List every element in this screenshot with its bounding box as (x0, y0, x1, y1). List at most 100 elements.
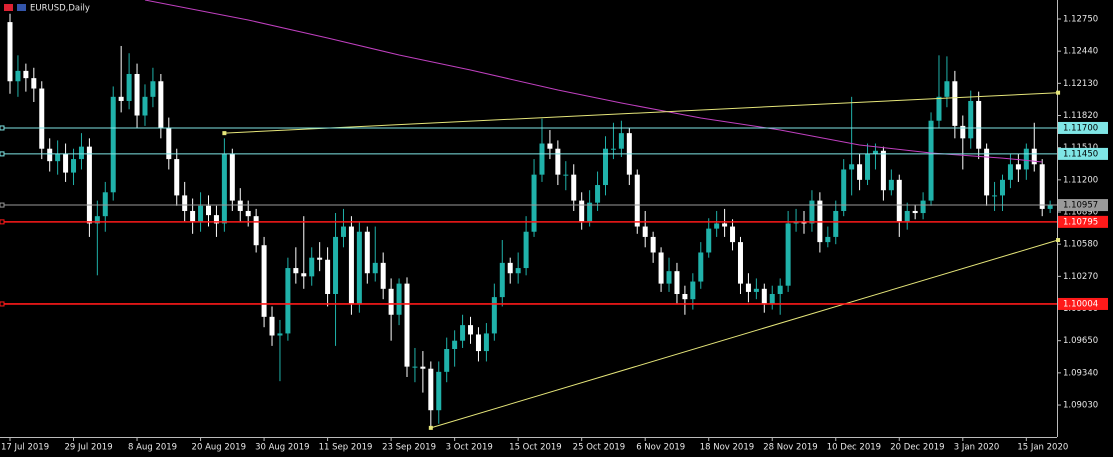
level-label: 1.10004 (1063, 299, 1098, 309)
level-marker (0, 202, 5, 208)
candle-body (872, 150, 878, 154)
flag-icon (17, 4, 26, 11)
candle-body (666, 271, 672, 284)
candle-body (690, 281, 696, 300)
candle-body (976, 100, 982, 149)
candle-body (348, 226, 354, 305)
y-tick-label: 1.12750 (1063, 14, 1098, 24)
chart-title: EURUSD,Daily (30, 4, 90, 14)
candle-body (198, 205, 204, 222)
candle-body (531, 174, 537, 232)
candle-body (634, 174, 640, 227)
level-marker (0, 151, 5, 157)
level-label-box (1058, 147, 1108, 160)
candle-body (47, 148, 53, 162)
x-tick-label: 3 Jan 2020 (954, 443, 1000, 453)
anchor-point (1056, 238, 1061, 243)
anchor-point (222, 131, 227, 136)
candle-body (515, 268, 521, 274)
candle-body (428, 368, 434, 411)
candle-body (102, 192, 108, 217)
candle-body (110, 96, 116, 193)
candle-body (63, 153, 69, 173)
candle-body (491, 297, 497, 334)
candle-body (920, 200, 926, 214)
level-marker (0, 219, 5, 225)
y-tick-label: 1.11820 (1063, 111, 1098, 121)
y-tick-label: 1.10580 (1063, 240, 1098, 250)
candle-body (1007, 164, 1013, 180)
y-tick-label: 1.11200 (1063, 175, 1098, 185)
candle-body (277, 333, 283, 336)
candle-body (1047, 204, 1053, 209)
candle-body (245, 210, 251, 217)
candle-body (912, 210, 918, 214)
y-tick-label: 1.12130 (1063, 79, 1098, 89)
candle-body (1000, 179, 1005, 196)
x-tick-label: 18 Nov 2019 (700, 443, 754, 453)
x-tick-label: 15 Oct 2019 (509, 443, 562, 453)
candle-body (190, 210, 196, 222)
x-tick-label: 3 Oct 2019 (446, 443, 493, 453)
candle-body (15, 70, 21, 82)
candle-body (340, 226, 346, 237)
candle-body (571, 174, 577, 201)
candle-body (968, 100, 974, 139)
candle-body (1023, 148, 1029, 170)
x-tick-label: 17 Jul 2019 (1, 443, 49, 453)
candle-body (436, 371, 442, 411)
candle-body (253, 216, 259, 246)
candle-body (745, 283, 751, 292)
candle-body (460, 325, 466, 341)
candle-body (523, 231, 529, 269)
candle-body (682, 293, 688, 300)
y-tick-label: 1.12440 (1063, 47, 1098, 57)
candle-body (269, 316, 275, 336)
candle-body (364, 231, 370, 274)
symbol-icons (4, 4, 26, 11)
overlay-line (144, 0, 1043, 163)
candle-body (420, 366, 426, 369)
candle-body (206, 205, 211, 216)
candle-body (722, 223, 728, 227)
level-label-box (1058, 121, 1108, 134)
candle-body (134, 73, 140, 116)
candle-body (952, 81, 958, 126)
level-marker (0, 125, 5, 131)
candle-body (857, 164, 863, 180)
candle-body (317, 257, 323, 260)
candle-body (452, 340, 458, 349)
y-tick-label: 1.09650 (1063, 336, 1098, 346)
level-label: 1.11450 (1063, 149, 1098, 159)
candle-body (237, 200, 243, 211)
candle-body (809, 200, 815, 224)
x-tick-label: 20 Dec 2019 (890, 443, 944, 453)
x-tick-label: 6 Nov 2019 (636, 443, 685, 453)
candle-body (944, 81, 950, 97)
x-tick-label: 28 Nov 2019 (763, 443, 817, 453)
candle-body (380, 262, 386, 289)
candle-body (849, 164, 855, 170)
candle-body (301, 273, 307, 277)
flag-icon (4, 4, 13, 11)
candle-body (761, 288, 767, 305)
candle-body (880, 150, 886, 191)
y-tick-label: 1.09030 (1063, 401, 1098, 411)
level-label: 1.10795 (1063, 217, 1098, 227)
candle-body (730, 226, 736, 243)
candle-body (587, 202, 593, 222)
candle-body (285, 268, 291, 334)
candle-body (603, 148, 608, 186)
y-tick-label: 1.10270 (1063, 272, 1098, 282)
x-tick-label: 15 Jan 2020 (1017, 443, 1068, 453)
candle-body (698, 252, 704, 282)
candle-body (1015, 164, 1021, 170)
candle-body (555, 148, 561, 175)
candle-body (126, 73, 132, 101)
x-tick-label: 30 Aug 2019 (255, 443, 309, 453)
candle-body (309, 257, 315, 277)
x-tick-label: 25 Oct 2019 (573, 443, 626, 453)
candle-body (325, 259, 331, 294)
candle-body (714, 223, 720, 229)
